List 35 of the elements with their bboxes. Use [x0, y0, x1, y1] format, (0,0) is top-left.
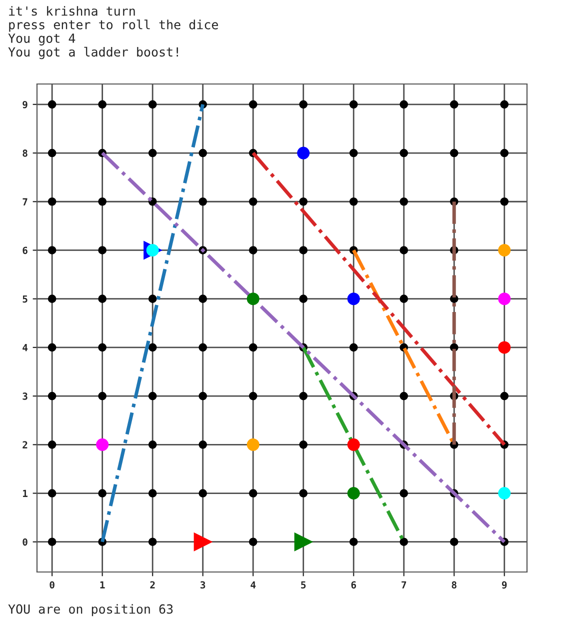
point: [347, 292, 360, 306]
y-tick-label: 6: [22, 246, 28, 254]
x-tick-label: 0: [50, 581, 54, 589]
x-tick-label: 1: [100, 581, 105, 588]
point: [246, 438, 260, 451]
y-tick-label: 4: [22, 344, 28, 352]
y-tick-label: 5: [22, 295, 28, 303]
point: [498, 244, 511, 256]
x-tick-label: 6: [351, 581, 356, 589]
y-tick-label: 0: [22, 538, 28, 546]
y-tick-label: 2: [22, 441, 28, 448]
point: [194, 532, 212, 551]
x-tick-label: 3: [200, 581, 206, 589]
point: [498, 487, 511, 500]
point: [347, 438, 360, 451]
point: [297, 146, 310, 160]
y-tick-label: 9: [22, 100, 28, 108]
point: [498, 292, 511, 306]
x-tick-label: 4: [250, 581, 256, 588]
point: [498, 341, 511, 354]
point: [294, 532, 312, 551]
x-tick-label: 2: [150, 581, 155, 588]
y-tick-label: 3: [22, 392, 28, 400]
y-tick-label: 8: [22, 150, 28, 157]
y-tick-label: 1: [23, 490, 28, 497]
text: YOU are on position 63: [8, 604, 173, 616]
x-tick-label: 8: [452, 581, 456, 589]
point: [96, 438, 109, 451]
chart-title: it's krishna turn press enter to roll the dice You got 4 You got a ladder boost!: [8, 6, 218, 60]
x-tick-label: 7: [402, 581, 406, 588]
point: [246, 292, 260, 306]
y-tick-label: 7: [22, 198, 28, 206]
x-tick-label: 9: [502, 581, 507, 589]
x-tick-label: 5: [301, 581, 306, 589]
point: [347, 487, 360, 500]
